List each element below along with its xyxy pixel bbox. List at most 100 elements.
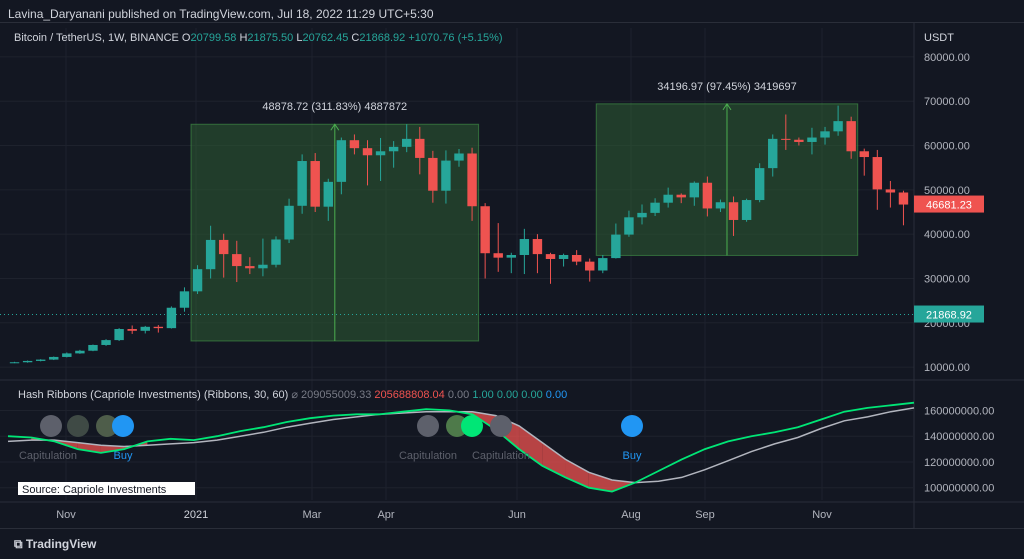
ind-tick-label: 120000000.00 [924,457,994,469]
time-tick-label: Mar [303,509,322,521]
candle-body [807,137,817,142]
candle-body [663,194,673,203]
candle-body [166,307,177,329]
tradingview-logo[interactable]: ⧉ TradingView [14,537,96,552]
measure-label: 48878.72 (311.83%) 4887872 [262,101,407,113]
indicator-value-4: 1.00 [472,389,494,401]
candle-body [519,239,530,255]
candle-body [859,151,869,158]
ind-tick-label: 100000000.00 [924,483,994,495]
candle-body [702,182,713,209]
candle-body [885,189,896,193]
candle-body [75,350,85,354]
last-price-text: 46681.23 [926,200,972,212]
buy-signal-dot [621,415,643,437]
candle-body [571,254,582,262]
chart-canvas[interactable]: 80000.00 70000.00 60000.00 50000.00 40000.00… [0,23,1024,528]
capitulation-signal-dot [417,415,439,437]
candle-body [9,362,20,364]
signal-label: Buy [623,450,642,462]
price-tick-label: 40000.00 [924,229,970,241]
candle-body [101,340,111,345]
low-label: L [296,32,303,44]
candle-body [388,146,399,152]
time-tick-label: Aug [621,509,641,521]
candle-body [232,254,242,267]
candle-body [22,360,33,363]
ribbon-fill [588,472,612,492]
buy-signal-dot [112,415,134,437]
buy-signal-dot [461,415,483,437]
measure-arrowhead [722,102,732,111]
candle-body [676,194,686,198]
ribbon-fill [565,459,589,488]
capitulation-signal-dot [96,415,118,437]
capitulation-signal-dot [67,415,89,437]
candle-body [754,168,765,201]
candle-body [284,205,294,240]
ind-tick-label: 140000000.00 [924,431,994,443]
candle-body [192,269,203,292]
candle-body [349,140,360,149]
measure-label: 34196.97 (97.45%) 3419697 [657,81,796,93]
candle-body [833,121,843,132]
price-tick-label: 10000.00 [924,362,970,374]
candle-body [741,200,752,220]
source-text: Source: Capriole Investments [22,484,167,496]
candle-body [846,121,856,152]
eye-icon: ⌀ [291,389,298,401]
candle-body [49,356,59,360]
tradingview-brand: TradingView [25,537,97,551]
high-label: H [239,32,248,44]
candle-body [271,239,281,265]
candle-body [323,181,333,207]
candle-body [336,140,347,182]
indicator-value-5: 0.00 [496,389,519,401]
ribbon-fill [100,445,125,453]
candle-body [689,182,700,198]
ribbon-fill [542,442,566,478]
price-tick-label: 30000.00 [924,273,970,285]
indicator-title: Hash Ribbons (Capriole Investments) (Rib… [18,389,289,401]
candle-body [781,138,791,140]
candle-body [245,266,255,269]
candle-body [140,326,150,331]
current-price-text: 21868.92 [926,310,972,322]
candle-body [258,264,268,269]
close-label: C [351,32,360,44]
candle-body [624,217,634,235]
candle-body [480,206,490,254]
candle-body [402,138,412,147]
candle-body [898,192,909,205]
candle-body [506,254,516,258]
candle-body [310,161,320,207]
symbol-legend[interactable]: Bitcoin / TetherUS, 1W, BINANCE O20799.5… [14,32,503,44]
current-price-badge [914,305,984,323]
candle-body [598,258,608,271]
time-tick-label: Sep [695,509,715,521]
time-tick-label: Jun [508,509,526,521]
candle-body [715,202,726,209]
tradingview-logo-icon: ⧉ [14,537,23,551]
candle-body [728,202,739,220]
candle-body [127,329,137,331]
price-tick-label: 80000.00 [924,52,970,64]
candle-body [585,261,595,271]
ribbon-fill [519,425,543,466]
low-value: 20762.45 [302,32,349,44]
candle-body [35,359,46,361]
indicator-legend[interactable]: Hash Ribbons (Capriole Investments) (Rib… [18,388,567,401]
indicator-value-2: 205688808.04 [374,389,445,401]
candle-body [153,326,164,329]
high-value: 21875.50 [247,32,294,44]
footer-bar [0,528,1024,559]
candle-body [467,153,477,207]
candle-body [454,153,464,161]
candle-body [297,161,307,206]
candle-body [441,160,451,191]
change-value: +1070.76 (+5.15%) [408,32,503,44]
time-tick-label: Nov [56,509,76,521]
time-tick-label: Apr [377,509,394,521]
close-value: 21868.92 [359,32,406,44]
indicator-value-6: 0.00 [521,389,543,401]
